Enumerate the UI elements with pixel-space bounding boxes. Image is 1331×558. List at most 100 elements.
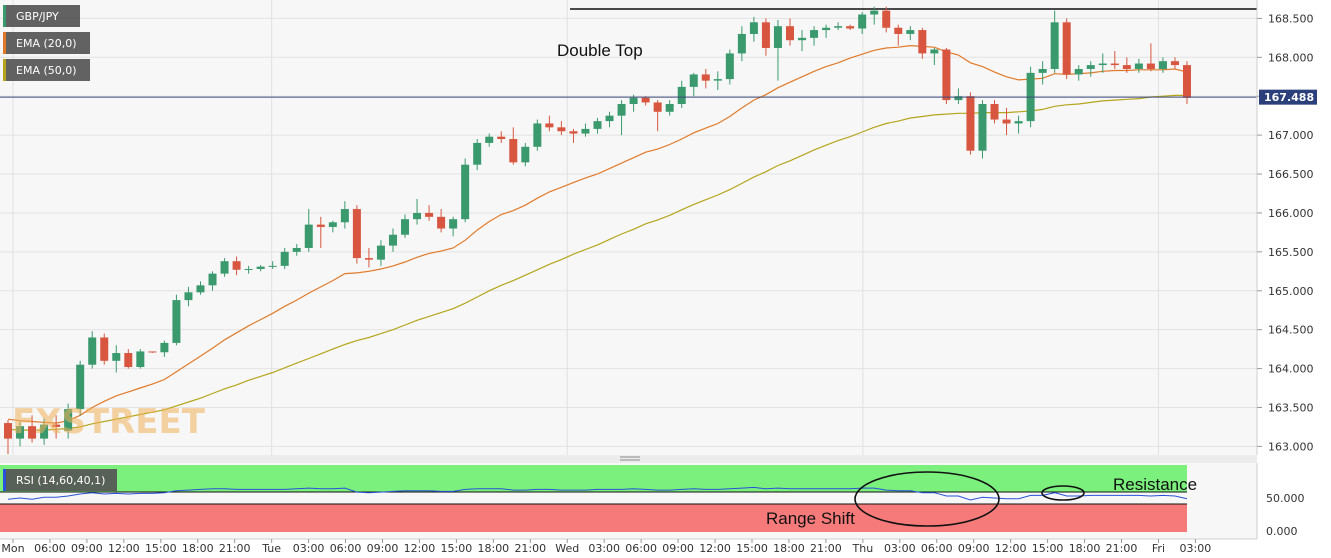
candle xyxy=(148,351,157,354)
candle xyxy=(449,216,458,237)
candle xyxy=(52,415,61,439)
legend-item-ema20: EMA (20,0) xyxy=(16,37,77,50)
resistance-ellipse xyxy=(1041,485,1085,501)
candle-body xyxy=(1110,63,1119,66)
candle-body xyxy=(220,261,229,274)
candle-body xyxy=(822,27,831,31)
candle xyxy=(437,209,446,233)
candle xyxy=(280,247,289,269)
candle xyxy=(485,133,494,147)
y-tick-label: 168.500 xyxy=(1268,12,1314,25)
candle-body xyxy=(64,409,73,431)
candle xyxy=(737,26,746,62)
candle xyxy=(364,247,373,268)
candle xyxy=(810,26,819,46)
price-axis-ticks: 163.000 163.500 164.000 164.500 165.000 165.5… xyxy=(1257,12,1314,453)
candle xyxy=(256,265,265,272)
candle-body xyxy=(352,209,361,259)
candle xyxy=(401,214,410,238)
time-axis xyxy=(0,539,1331,558)
candle xyxy=(425,205,434,221)
candle-body xyxy=(112,353,121,361)
candle-body xyxy=(497,136,506,140)
candle-body xyxy=(485,136,494,143)
x-tick-label: Mon xyxy=(1,542,24,555)
candle-body xyxy=(340,209,349,223)
y-tick-label: 165.000 xyxy=(1268,285,1314,298)
legend-item-ema50-box[interactable] xyxy=(3,59,90,81)
candle-body xyxy=(280,251,289,266)
x-tick-label: 03:00 xyxy=(1180,542,1212,555)
candle xyxy=(1098,53,1107,73)
x-tick-label: 03:00 xyxy=(293,542,325,555)
rsi-legend-box[interactable] xyxy=(3,469,117,491)
x-tick-label: 06:00 xyxy=(921,542,953,555)
candle xyxy=(376,240,385,266)
candle-body xyxy=(1002,119,1011,124)
rsi-tick-50: 50.000 xyxy=(1266,492,1305,505)
candle-body xyxy=(88,337,97,365)
rsi-legend-label: RSI (14,60,40,1) xyxy=(16,474,105,487)
candle xyxy=(4,419,12,455)
candle-body xyxy=(978,104,987,151)
ema-20-path xyxy=(7,44,1188,424)
candle xyxy=(701,68,710,89)
candle-body xyxy=(16,426,25,439)
candle xyxy=(220,258,229,277)
rsi-lower-zone xyxy=(0,504,1187,532)
candle-body xyxy=(401,219,410,235)
legend-item-gbpjpy-box[interactable] xyxy=(3,5,80,27)
candle-body xyxy=(870,10,879,15)
candle-body xyxy=(966,96,975,151)
main-gridlines xyxy=(0,17,1257,447)
candle-body xyxy=(581,128,590,134)
x-tick-label: 15:00 xyxy=(1032,542,1064,555)
x-tick-label: 21:00 xyxy=(219,542,251,555)
x-tick-label: 09:00 xyxy=(71,542,103,555)
fxstreet-watermark: FXSTREET xyxy=(12,402,206,442)
candle-body xyxy=(954,96,963,101)
x-tick-label: Wed xyxy=(555,542,579,555)
x-tick-label: Thu xyxy=(852,542,874,555)
candle xyxy=(761,18,770,56)
y-tick-label: 166.000 xyxy=(1268,207,1314,220)
pane-divider[interactable] xyxy=(0,455,1257,463)
candle-body xyxy=(4,423,12,439)
candle-body xyxy=(1183,65,1191,98)
candle xyxy=(870,6,879,25)
candle-body xyxy=(172,300,181,343)
rsi-axis xyxy=(1257,463,1331,539)
candle xyxy=(28,415,37,443)
x-tick-label: 15:00 xyxy=(736,542,768,555)
ema-50-line xyxy=(7,94,1187,431)
candle xyxy=(521,142,530,167)
candle-body xyxy=(1038,68,1047,73)
candle xyxy=(1038,61,1047,85)
candle xyxy=(834,22,843,31)
candle xyxy=(533,119,542,151)
candle xyxy=(545,115,554,132)
candle-body xyxy=(761,22,770,48)
range-shift-ellipse xyxy=(854,471,1000,527)
candle-body xyxy=(882,10,891,28)
ema-50-path xyxy=(7,94,1187,431)
rsi-legend-swatch xyxy=(3,469,6,491)
x-tick-label: Tue xyxy=(261,542,281,555)
candle-body xyxy=(1074,68,1083,75)
y-tick-label: 166.500 xyxy=(1268,168,1314,181)
candle xyxy=(1086,61,1095,77)
candle-body xyxy=(413,212,422,220)
candle-body xyxy=(208,273,217,286)
legend: GBP/JPY EMA (20,0) EMA (50,0) xyxy=(3,5,90,81)
legend-item-ema20-box[interactable] xyxy=(3,32,90,54)
candle-body xyxy=(942,49,951,101)
ema-20-line xyxy=(7,44,1188,424)
y-tick-label: 163.500 xyxy=(1268,401,1314,414)
candle-body xyxy=(28,426,37,439)
x-tick-label: 12:00 xyxy=(699,542,731,555)
candle xyxy=(1158,57,1167,73)
x-tick-label: 21:00 xyxy=(810,542,842,555)
candle xyxy=(244,265,253,274)
candle-body xyxy=(461,164,470,220)
rsi-path xyxy=(7,486,1188,501)
